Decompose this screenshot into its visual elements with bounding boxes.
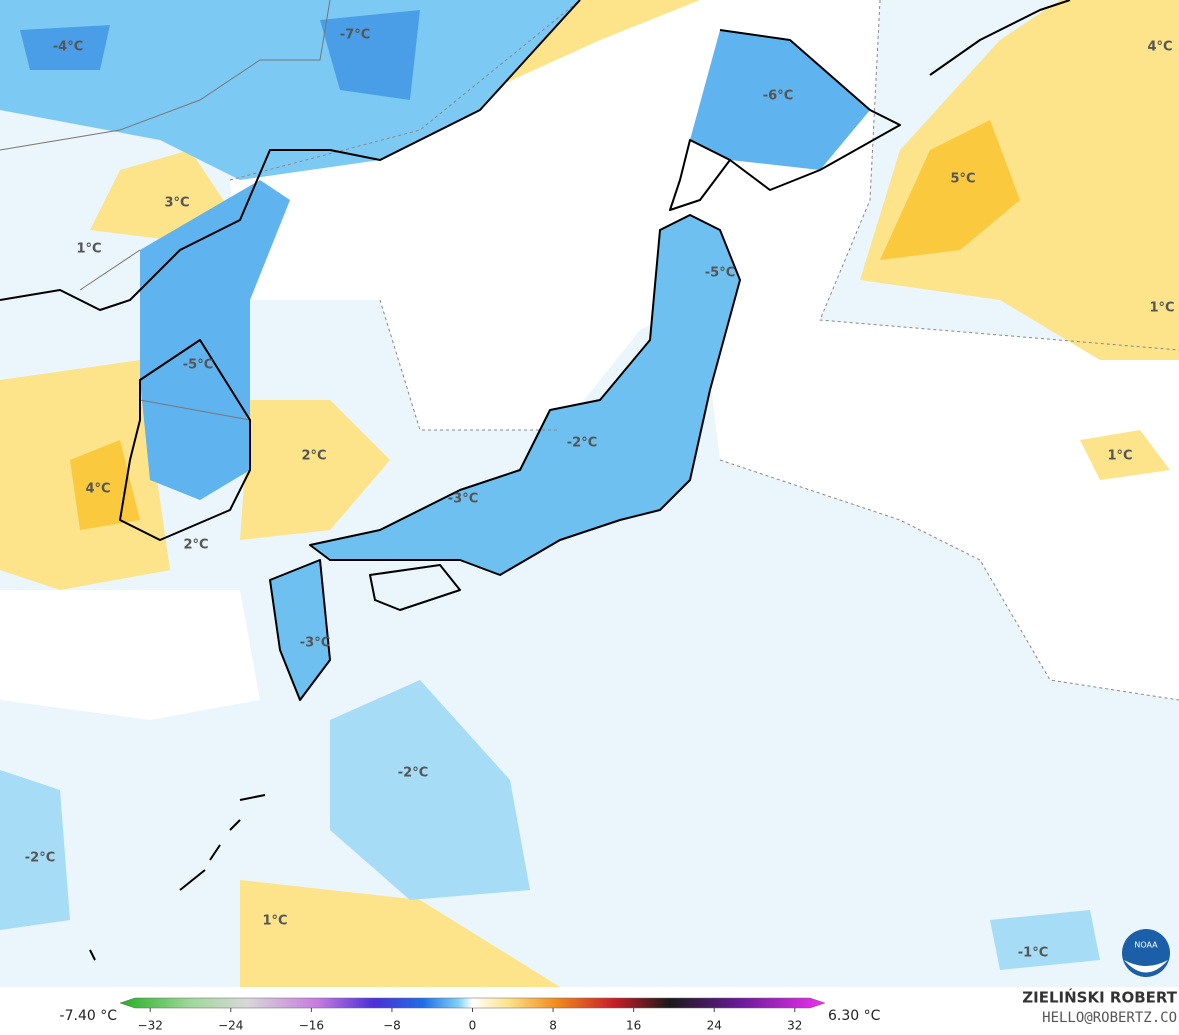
cold-core [20, 25, 110, 70]
contour-label: 4°C [1147, 40, 1172, 55]
cold-zone [140, 180, 290, 500]
colorbar-tick-label: −8 [383, 1019, 401, 1033]
colorbar-tick-label: 0 [469, 1019, 477, 1033]
colorbar-tick-label: 24 [707, 1019, 722, 1033]
author: ZIELIŃSKI ROBERT [1022, 988, 1177, 1007]
footer [0, 987, 1179, 1035]
contour-label: -2°C [567, 436, 597, 451]
contour-label: 1°C [1149, 301, 1174, 316]
logo-text: NOAA [1134, 941, 1158, 950]
contour-label: -5°C [183, 358, 213, 373]
contour-label: 2°C [301, 449, 326, 464]
contour-label: 5°C [950, 172, 975, 187]
contour-label: 1°C [76, 242, 101, 257]
logo-wave [1124, 960, 1168, 973]
colorbar: -7.40 °C 6.30 °C −32 −24 −16 −8 0 8 16 24 32 [60, 997, 881, 1033]
warm-core [880, 120, 1020, 260]
contour-label: -3°C [448, 492, 478, 507]
coastline [369, 564, 461, 611]
colorbar-tick-label: 8 [549, 1019, 557, 1033]
cold-zone [0, 0, 580, 180]
coastline [0, 0, 581, 311]
contour-label: -2°C [398, 766, 428, 781]
contour-label: 4°C [85, 482, 110, 497]
cold-zone [270, 560, 330, 700]
islands [89, 794, 266, 961]
colorbar-tick-label: −32 [138, 1019, 163, 1033]
contour-label: -1°C [1018, 946, 1048, 961]
warm-zone [860, 0, 1179, 360]
colorbar-min: -7.40 °C [60, 1008, 118, 1024]
coastline [669, 29, 901, 211]
noaa-logo: NOAA [1122, 929, 1170, 977]
contour-label: 1°C [262, 914, 287, 929]
contour-label: 1°C [1107, 449, 1132, 464]
contact: HELLO@ROBERTZ.CO [1042, 1010, 1177, 1026]
colorbar-bar [119, 997, 826, 1009]
neutral-zone [0, 590, 260, 720]
warm-zone [240, 400, 390, 540]
contour-label: -6°C [763, 89, 793, 104]
colorbar-tick-label: 32 [787, 1019, 802, 1033]
cool-zone [330, 680, 530, 900]
contour-labels: -4°C -7°C -6°C 4°C 5°C 3°C 1°C -5°C 1°C -5°C -2°C 2… [25, 28, 1175, 961]
warm-zone [1080, 430, 1170, 480]
cold-zone [310, 215, 740, 575]
contour-label: -2°C [25, 851, 55, 866]
contour-label: -7°C [340, 28, 370, 43]
warm-zone [90, 150, 230, 240]
map [0, 0, 1179, 987]
cool-zone [990, 910, 1100, 970]
cold-zone [690, 30, 870, 170]
contour-label: -5°C [705, 266, 735, 281]
colorbar-tick-label: 16 [626, 1019, 641, 1033]
cold-core [320, 10, 420, 100]
contour-label: 3°C [164, 196, 189, 211]
contour-label: 2°C [183, 538, 208, 553]
border [0, 0, 331, 421]
neutral-zone [230, 0, 1179, 700]
colorbar-tick-label: −16 [299, 1019, 324, 1033]
contour-label: -3°C [300, 636, 330, 651]
warm-zone [240, 880, 560, 987]
contour-label: -4°C [53, 40, 83, 55]
coastline [269, 559, 331, 701]
warm-zone [490, 0, 700, 90]
cool-zone [0, 770, 70, 930]
coastline [119, 339, 251, 541]
colorbar-tick-label: −24 [218, 1019, 243, 1033]
colorbar-max: 6.30 °C [828, 1008, 881, 1024]
islands [929, 0, 1071, 76]
coastline [309, 214, 741, 576]
